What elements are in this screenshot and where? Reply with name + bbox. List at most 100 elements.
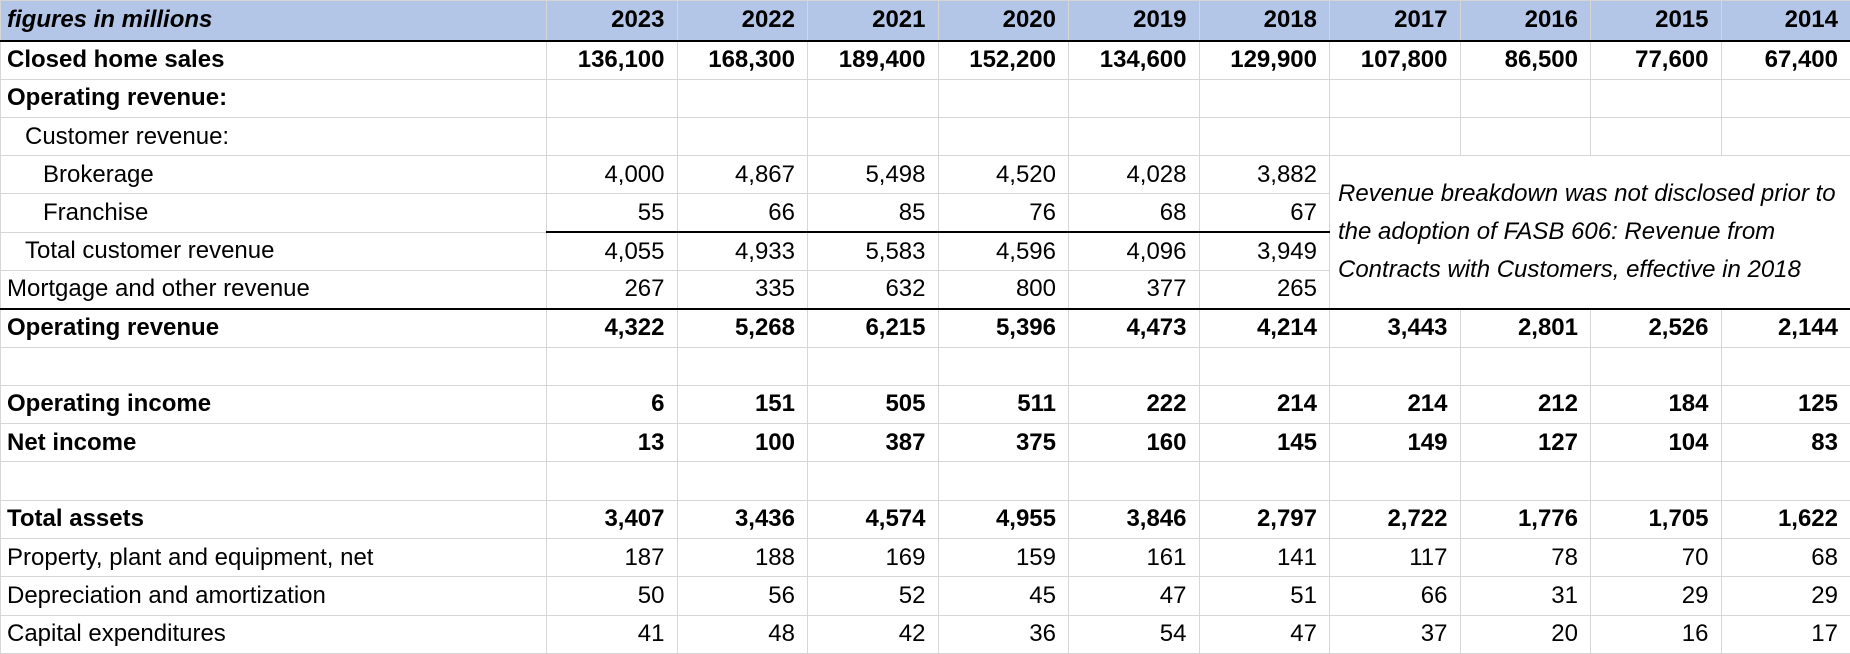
value-cell: 56	[676, 576, 808, 616]
empty-cell	[807, 461, 939, 501]
value-cell: 66	[1329, 576, 1461, 616]
row-label: Operating revenue	[0, 307, 547, 348]
capital-expenditures-row: Capital expenditures 41 48 42 36 54 47 37 20 16 17	[0, 614, 1850, 654]
year-header: 2014	[1720, 0, 1850, 42]
total-assets-row: Total assets 3,407 3,436 4,574 4,955 3,846 2,7…	[0, 499, 1850, 539]
value-cell: 169	[807, 537, 939, 578]
value-cell: 145	[1198, 423, 1330, 463]
value-cell: 4,028	[1068, 155, 1200, 195]
empty-cell	[0, 461, 547, 501]
row-label: Customer revenue:	[0, 116, 547, 157]
value-cell: 4,096	[1068, 231, 1200, 271]
row-label: Operating revenue:	[0, 78, 547, 118]
value-cell: 149	[1329, 423, 1461, 463]
empty-cell	[1720, 346, 1850, 386]
empty-cell	[1068, 78, 1200, 118]
value-cell: 511	[937, 384, 1069, 425]
brokerage-row: Brokerage 4,000 4,867 5,498 4,520 4,028 3,882 R…	[0, 155, 1850, 310]
value-cell: 51	[1198, 576, 1330, 616]
year-header: 2017	[1329, 0, 1461, 42]
value-cell: 1,622	[1720, 499, 1850, 539]
value-cell: 76	[937, 193, 1069, 233]
empty-cell	[937, 346, 1069, 386]
value-cell: 387	[807, 423, 939, 463]
empty-cell	[1459, 346, 1591, 386]
value-cell: 83	[1720, 423, 1850, 463]
value-cell: 54	[1068, 614, 1200, 654]
value-cell: 125	[1720, 384, 1850, 425]
total-customer-revenue-row: Total customer revenue 4,055 4,933 5,583 4,5…	[0, 231, 1850, 271]
value-cell: 4,596	[937, 231, 1069, 271]
value-cell: 13	[546, 423, 678, 463]
year-header: 2021	[807, 0, 939, 42]
operating-income-row: Operating income 6 151 505 511 222 214 214 212 18…	[0, 384, 1850, 425]
year-header: 2023	[546, 0, 678, 42]
depreciation-amortization-row: Depreciation and amortization 50 56 52 45 47 5…	[0, 576, 1850, 616]
header-label: figures in millions	[0, 0, 547, 42]
value-cell: 41	[546, 614, 678, 654]
disclosure-note: Revenue breakdown was not disclosed prio…	[1329, 155, 1850, 310]
value-cell: 5,583	[807, 231, 939, 271]
empty-cell	[937, 116, 1069, 157]
empty-cell	[546, 346, 678, 386]
value-cell: 2,526	[1590, 307, 1722, 348]
value-cell: 48	[676, 614, 808, 654]
empty-cell	[807, 346, 939, 386]
value-cell: 375	[937, 423, 1069, 463]
year-header: 2015	[1590, 0, 1722, 42]
value-cell: 3,407	[546, 499, 678, 539]
row-label: Mortgage and other revenue	[0, 269, 547, 310]
value-cell: 214	[1329, 384, 1461, 425]
row-label: Franchise	[0, 193, 547, 233]
empty-cell	[1068, 461, 1200, 501]
empty-cell	[1198, 116, 1330, 157]
value-cell: 184	[1590, 384, 1722, 425]
empty-cell	[676, 116, 808, 157]
empty-cell	[676, 346, 808, 386]
value-cell: 4,955	[937, 499, 1069, 539]
value-cell: 100	[676, 423, 808, 463]
ppe-net-row: Property, plant and equipment, net 187 188…	[0, 537, 1850, 578]
empty-cell	[1459, 461, 1591, 501]
empty-cell	[1329, 346, 1461, 386]
net-income-row: Net income 13 100 387 375 160 145 149 127 104 83	[0, 423, 1850, 463]
value-cell: 187	[546, 537, 678, 578]
row-label: Total assets	[0, 499, 547, 539]
year-header: 2022	[676, 0, 808, 42]
value-cell: 6,215	[807, 307, 939, 348]
empty-cell	[937, 461, 1069, 501]
empty-cell	[807, 116, 939, 157]
value-cell: 2,722	[1329, 499, 1461, 539]
header-row: figures in millions 2023 2022 2021 2020 2019 2…	[0, 0, 1850, 42]
value-cell: 104	[1590, 423, 1722, 463]
value-cell: 265	[1198, 269, 1330, 310]
value-cell: 141	[1198, 537, 1330, 578]
empty-cell	[676, 78, 808, 118]
value-cell: 129,900	[1198, 40, 1330, 80]
year-header: 2016	[1459, 0, 1591, 42]
row-label: Property, plant and equipment, net	[0, 537, 547, 578]
value-cell: 222	[1068, 384, 1200, 425]
empty-cell	[1198, 346, 1330, 386]
value-cell: 6	[546, 384, 678, 425]
empty-cell	[1590, 346, 1722, 386]
value-cell: 3,443	[1329, 307, 1461, 348]
row-label: Brokerage	[0, 155, 547, 195]
row-label: Net income	[0, 423, 547, 463]
closed-home-sales-row: Closed home sales 136,100 168,300 189,400 15…	[0, 40, 1850, 80]
value-cell: 161	[1068, 537, 1200, 578]
value-cell: 107,800	[1329, 40, 1461, 80]
value-cell: 160	[1068, 423, 1200, 463]
empty-cell	[676, 461, 808, 501]
value-cell: 66	[676, 193, 808, 233]
value-cell: 68	[1720, 537, 1850, 578]
value-cell: 267	[546, 269, 678, 310]
value-cell: 3,436	[676, 499, 808, 539]
value-cell: 67	[1198, 193, 1330, 233]
operating-revenue-heading-row: Operating revenue:	[0, 78, 1850, 118]
value-cell: 45	[937, 576, 1069, 616]
value-cell: 189,400	[807, 40, 939, 80]
value-cell: 47	[1068, 576, 1200, 616]
empty-cell	[1459, 78, 1591, 118]
